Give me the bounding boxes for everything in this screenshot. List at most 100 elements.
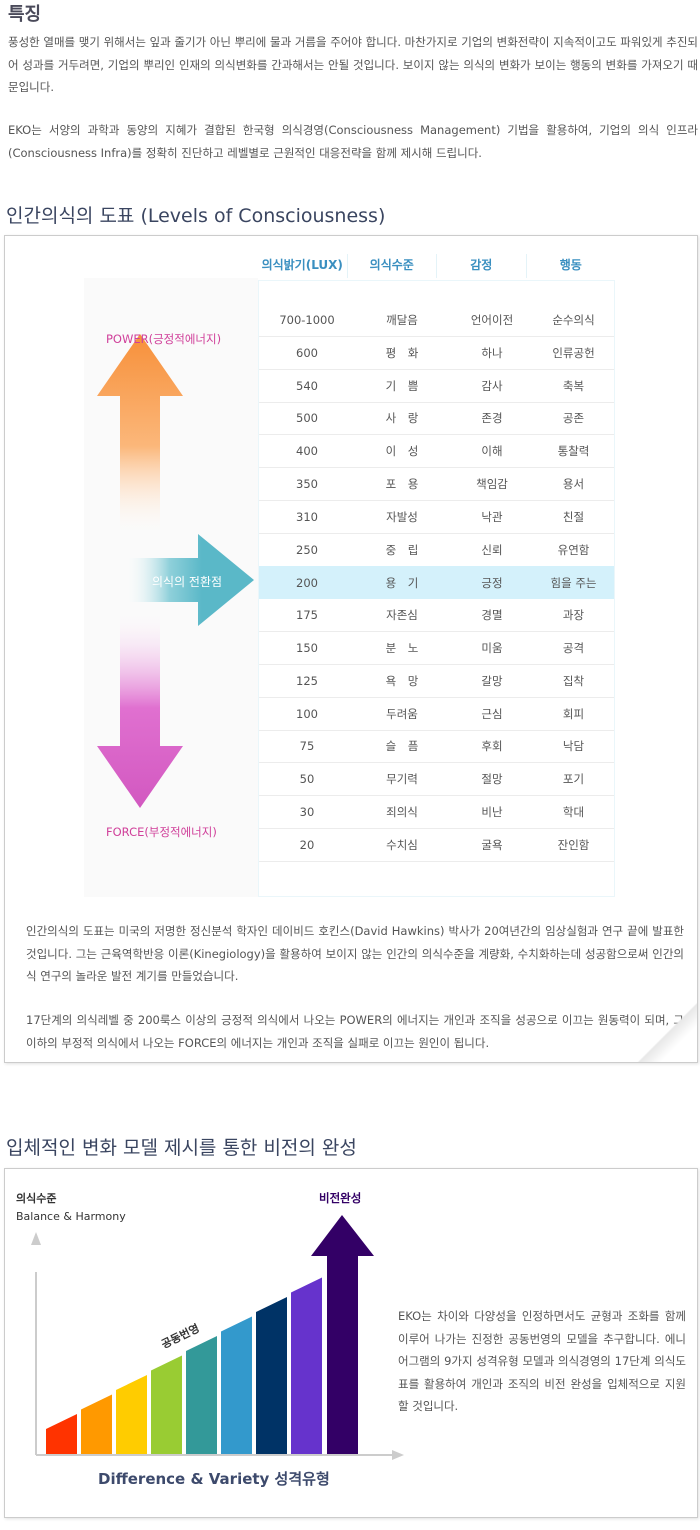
energy-arrow-graphic [84, 278, 258, 897]
cell-behavior: 학대 [562, 805, 585, 819]
table-row: 100 두려움 근심 회피 [259, 698, 614, 731]
levels-section-title: 인간의식의 도표 (Levels of Consciousness) [6, 205, 386, 227]
cell-level: 사 랑 [385, 411, 419, 426]
y-axis-arrow-icon [31, 1232, 41, 1245]
cell-emotion: 긍정 [481, 575, 503, 590]
vision-description: EKO는 차이와 다양성을 인정하면서도 균형과 조화를 함께 이루어 나가는 … [398, 1309, 686, 1413]
force-arrow-icon [97, 608, 183, 808]
table-row: 600 평 화 하나 인류공헌 [259, 337, 614, 370]
cell-behavior: 집착 [562, 673, 585, 688]
cell-lux: 310 [296, 509, 318, 524]
cell-emotion: 미움 [481, 641, 503, 655]
cell-lux: 20 [299, 837, 315, 852]
turning-point-arrow-icon [124, 534, 254, 626]
cell-level: 죄의식 [386, 805, 418, 819]
cell-emotion: 언어이전 [470, 313, 514, 327]
cell-emotion: 낙관 [481, 509, 503, 524]
cell-level: 욕 망 [385, 673, 419, 688]
table-row: 30 죄의식 비난 학대 [259, 796, 614, 829]
table-row: 540 기 쁨 감사 축복 [259, 370, 614, 403]
table-row: 350 포 용 책임감 용서 [259, 468, 614, 501]
levels-table-body: 700-1000 깨달음 언어이전 순수의식 600 평 화 하나 인류공헌 540 기 쁨 감사 축… [258, 280, 615, 897]
table-row: 700-1000 깨달음 언어이전 순수의식 [259, 304, 614, 337]
features-paragraph-2: EKO는 서양의 과학과 동양의 지혜가 결합된 한국형 의식경영(Consci… [8, 123, 698, 160]
x-axis-arrow-icon [392, 1450, 404, 1460]
vision-model-graphic [31, 1215, 404, 1460]
features-paragraph-1: 풍성한 열매를 맺기 위해서는 잎과 줄기가 아닌 뿌리에 물과 거름을 주어야… [8, 35, 699, 94]
force-label: FORCE(부정적에너지) [106, 825, 217, 839]
levels-paragraph-1: 인간의식의 도표는 미국의 저명한 정신분석 학자인 데이비드 호킨스(Davi… [26, 924, 684, 983]
levels-table-header: 의식밝기(LUX) 의식수준 감정 행동 [258, 254, 615, 278]
bar-6 [221, 1316, 252, 1454]
cell-level: 용 기 [385, 575, 419, 590]
cell-behavior: 인류공헌 [552, 345, 595, 360]
table-row: 200 용 기 긍정 힘을 주는 [259, 566, 614, 600]
table-row: 20 수치심 굴욕 잔인함 [259, 829, 614, 862]
cell-behavior: 축복 [562, 378, 585, 393]
table-row: 125 욕 망 갈망 집착 [259, 665, 614, 698]
cell-emotion: 경멸 [481, 608, 503, 623]
cell-behavior: 잔인함 [557, 837, 590, 852]
cell-behavior: 용서 [562, 477, 585, 491]
vision-arrow-icon [311, 1215, 374, 1454]
cell-behavior: 낙담 [562, 739, 585, 754]
table-row: 75 슬 픔 후회 낙담 [259, 730, 614, 764]
vision-arrow-label: 비전완성 [319, 1191, 362, 1205]
cell-level: 깨달음 [386, 313, 418, 327]
table-row: 150 분 노 미움 공격 [259, 632, 614, 665]
cell-lux: 30 [299, 805, 315, 819]
cell-level: 자발성 [386, 509, 418, 524]
bar-3 [116, 1375, 147, 1454]
header-lux: 의식밝기(LUX) [258, 254, 348, 278]
power-label: POWER(긍정적에너지) [106, 332, 222, 346]
power-arrow-icon [97, 334, 183, 538]
cell-lux: 100 [296, 706, 318, 721]
cell-lux: 540 [296, 378, 318, 393]
cell-level: 포 용 [385, 477, 419, 491]
cell-level: 슬 픔 [385, 739, 419, 754]
cell-behavior: 친절 [562, 509, 585, 524]
cell-lux: 700-1000 [279, 313, 335, 327]
table-row: 310 자발성 낙관 친절 [259, 501, 614, 534]
bar-2 [81, 1394, 112, 1454]
bar-5 [186, 1336, 217, 1454]
cell-lux: 200 [296, 575, 318, 590]
cell-level: 두려움 [386, 706, 418, 721]
cell-behavior: 공격 [562, 641, 585, 655]
cell-emotion: 비난 [481, 805, 503, 819]
cell-level: 기 쁨 [385, 378, 419, 393]
cell-level: 중 립 [385, 542, 419, 557]
cell-lux: 150 [296, 641, 318, 655]
cell-lux: 250 [296, 542, 318, 557]
header-emotion: 감정 [437, 254, 527, 278]
cell-behavior: 포기 [562, 772, 585, 787]
cell-emotion: 존경 [481, 411, 503, 426]
x-axis-label: Difference & Variety 성격유형 [98, 1470, 330, 1488]
y-axis-label: 의식수준 [16, 1192, 57, 1205]
cell-behavior: 힘을 주는 [550, 575, 597, 590]
cell-emotion: 절망 [481, 772, 503, 787]
bar-7 [256, 1297, 287, 1454]
cell-lux: 500 [296, 411, 318, 426]
table-row: 400 이 성 이해 통찰력 [259, 435, 614, 469]
cell-lux: 50 [299, 772, 315, 787]
cell-emotion: 책임감 [476, 477, 508, 491]
cell-lux: 175 [296, 608, 318, 623]
table-row: 500 사 랑 존경 공존 [259, 402, 614, 436]
table-row: 250 중 립 신뢰 유연함 [259, 534, 614, 567]
cell-behavior: 과장 [562, 608, 585, 623]
y-axis-sublabel: Balance & Harmony [16, 1210, 126, 1223]
cell-level: 분 노 [385, 641, 419, 655]
cell-level: 무기력 [386, 772, 418, 787]
cell-behavior: 유연함 [557, 542, 590, 557]
cell-emotion: 신뢰 [481, 542, 503, 557]
cell-emotion: 근심 [481, 706, 503, 721]
cell-lux: 350 [296, 477, 318, 491]
table-row: 175 자존심 경멸 과장 [259, 599, 614, 633]
cell-emotion: 갈망 [481, 673, 503, 688]
turning-point-label: 의식의 전환점 [152, 575, 223, 589]
cell-emotion: 하나 [481, 345, 503, 360]
header-behavior: 행동 [559, 258, 582, 272]
cell-emotion: 이해 [481, 444, 503, 459]
cell-level: 자존심 [386, 608, 418, 623]
